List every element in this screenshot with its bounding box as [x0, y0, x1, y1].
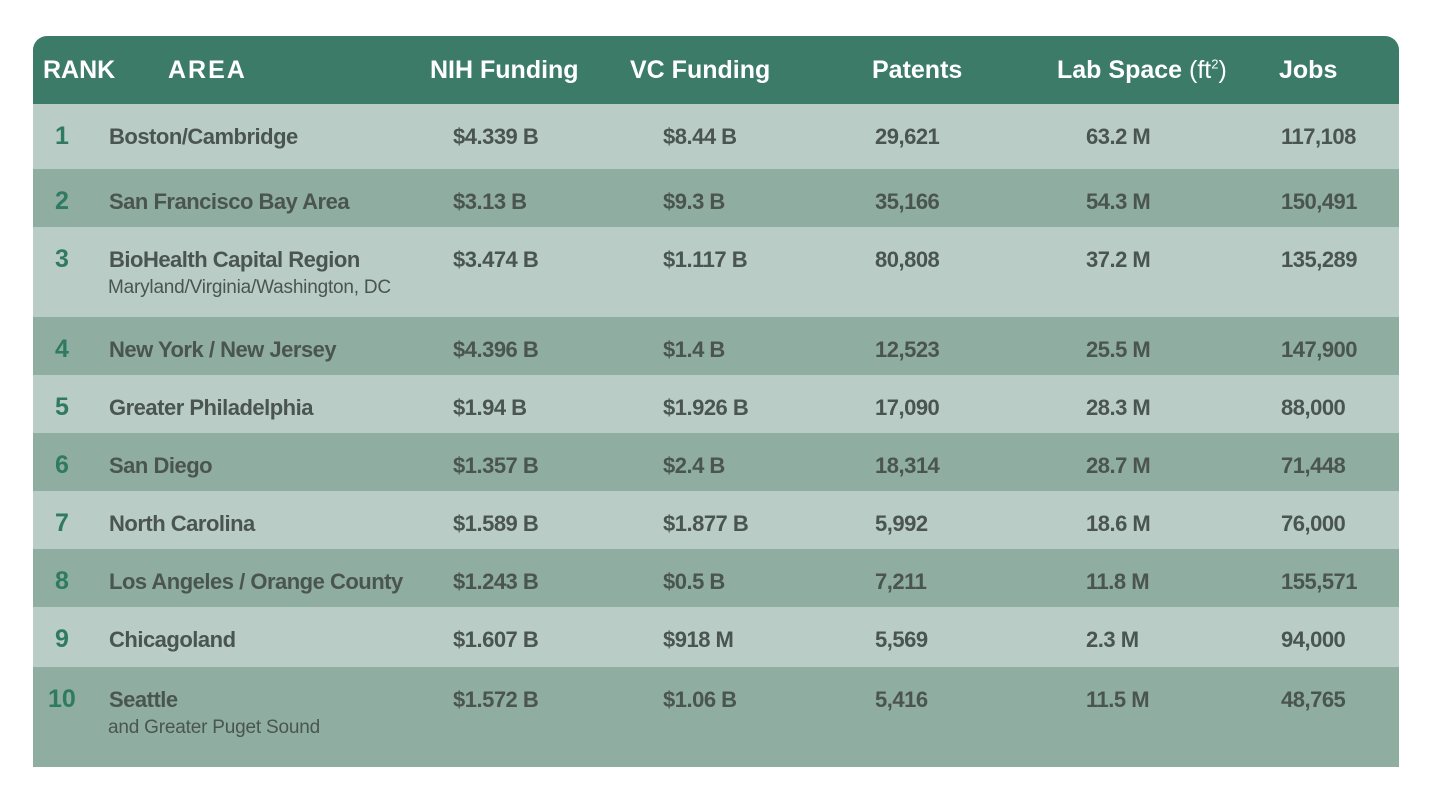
cell-jobs: 150,491: [1281, 189, 1358, 214]
cell-nih-funding: $4.396 B: [453, 337, 539, 362]
header-jobs: Jobs: [1279, 56, 1338, 84]
cell-vc-funding: $9.3 B: [663, 189, 725, 214]
table-row: 10 Seattle and Greater Puget Sound $1.572 B…: [33, 667, 1399, 767]
header-lab-space-unit: (ft: [1189, 56, 1212, 84]
table-header: RANK AREA NIH Funding VC Funding Patents…: [33, 36, 1399, 104]
cell-area: San Francisco Bay Area: [109, 189, 350, 214]
header-patents: Patents: [872, 56, 963, 84]
table-row: 3 BioHealth Capital Region Maryland/Virgin…: [33, 227, 1399, 317]
cell-rank: 3: [55, 245, 69, 273]
cell-patents: 5,992: [875, 511, 928, 536]
rankings-table: RANK AREA NIH Funding VC Funding Patents…: [33, 36, 1399, 767]
table-row: 9 Chicagoland $1.607 B $918 M 5,569 2.3 M 94,0…: [33, 607, 1399, 667]
cell-rank: 9: [55, 625, 69, 653]
cell-jobs: 155,571: [1281, 569, 1358, 594]
header-lab-space: Lab Space (ft2): [1057, 56, 1227, 85]
table-row: 6 San Diego $1.357 B $2.4 B 18,314 28.7 M 71,4…: [33, 433, 1399, 491]
header-area: AREA: [168, 56, 247, 84]
header-vc-funding: VC Funding: [630, 56, 771, 84]
table-row: 7 North Carolina $1.589 B $1.877 B 5,992 18.6…: [33, 491, 1399, 549]
cell-area: Chicagoland: [109, 627, 236, 652]
cell-nih-funding: $4.339 B: [453, 124, 539, 149]
cell-patents: 18,314: [875, 453, 940, 478]
cell-vc-funding: $1.877 B: [663, 511, 749, 536]
cell-lab-space: 18.6 M: [1086, 511, 1151, 536]
cell-patents: 12,523: [875, 337, 940, 362]
cell-rank: 8: [55, 567, 69, 595]
cell-vc-funding: $1.4 B: [663, 337, 725, 362]
cell-rank: 7: [55, 509, 69, 537]
cell-vc-funding: $2.4 B: [663, 453, 725, 478]
cell-area-subtitle: Maryland/Virginia/Washington, DC: [108, 277, 391, 298]
cell-vc-funding: $918 M: [663, 627, 734, 652]
cell-patents: 80,808: [875, 247, 940, 272]
cell-rank: 4: [55, 335, 69, 363]
cell-area: Boston/Cambridge: [109, 124, 298, 149]
cell-rank: 1: [55, 122, 69, 150]
cell-rank: 6: [55, 451, 69, 479]
cell-rank: 10: [48, 685, 76, 713]
cell-jobs: 147,900: [1281, 337, 1358, 362]
cell-area-subtitle: and Greater Puget Sound: [108, 717, 320, 738]
table-row: 4 New York / New Jersey $4.396 B $1.4 B 12,5…: [33, 317, 1399, 375]
cell-lab-space: 11.5 M: [1086, 687, 1150, 712]
cell-area: BioHealth Capital Region: [109, 247, 360, 272]
cell-patents: 35,166: [875, 189, 940, 214]
header-lab-space-exp: 2: [1211, 56, 1219, 72]
cell-nih-funding: $3.13 B: [453, 189, 527, 214]
cell-area: Los Angeles / Orange County: [109, 569, 403, 594]
table-row: 1 Boston/Cambridge $4.339 B $8.44 B 29,621 63…: [33, 104, 1399, 169]
cell-jobs: 48,765: [1281, 687, 1346, 712]
cell-nih-funding: $3.474 B: [453, 247, 539, 272]
cell-vc-funding: $1.926 B: [663, 395, 749, 420]
header-nih-funding: NIH Funding: [430, 56, 579, 84]
cell-nih-funding: $1.589 B: [453, 511, 539, 536]
cell-rank: 5: [55, 393, 69, 421]
header-lab-space-close: ): [1218, 56, 1227, 84]
cell-lab-space: 2.3 M: [1086, 627, 1139, 652]
table-row: 2 San Francisco Bay Area $3.13 B $9.3 B 35,1…: [33, 169, 1399, 227]
cell-lab-space: 11.8 M: [1086, 569, 1150, 594]
cell-jobs: 76,000: [1281, 511, 1346, 536]
cell-jobs: 94,000: [1281, 627, 1346, 652]
header-lab-space-label: Lab Space: [1057, 56, 1183, 84]
cell-area: Greater Philadelphia: [109, 395, 313, 420]
cell-jobs: 71,448: [1281, 453, 1346, 478]
cell-nih-funding: $1.572 B: [453, 687, 539, 712]
cell-vc-funding: $1.117 B: [663, 247, 748, 272]
cell-jobs: 117,108: [1281, 124, 1356, 149]
cell-lab-space: 63.2 M: [1086, 124, 1151, 149]
cell-patents: 5,569: [875, 627, 928, 652]
cell-lab-space: 25.5 M: [1086, 337, 1151, 362]
cell-area: Seattle: [109, 687, 178, 712]
cell-patents: 17,090: [875, 395, 940, 420]
cell-patents: 7,211: [875, 569, 927, 594]
cell-vc-funding: $1.06 B: [663, 687, 737, 712]
table-row: 8 Los Angeles / Orange County $1.243 B $0.5…: [33, 549, 1399, 607]
header-rank: RANK: [43, 56, 116, 84]
table-row: 5 Greater Philadelphia $1.94 B $1.926 B 17,0…: [33, 375, 1399, 433]
cell-area: New York / New Jersey: [109, 337, 337, 362]
cell-lab-space: 28.7 M: [1086, 453, 1151, 478]
cell-jobs: 88,000: [1281, 395, 1346, 420]
cell-nih-funding: $1.357 B: [453, 453, 539, 478]
cell-nih-funding: $1.94 B: [453, 395, 527, 420]
cell-area: North Carolina: [109, 511, 255, 536]
cell-jobs: 135,289: [1281, 247, 1358, 272]
cell-rank: 2: [55, 187, 69, 215]
cell-lab-space: 28.3 M: [1086, 395, 1151, 420]
cell-lab-space: 37.2 M: [1086, 247, 1151, 272]
cell-patents: 5,416: [875, 687, 928, 712]
cell-patents: 29,621: [875, 124, 940, 149]
cell-lab-space: 54.3 M: [1086, 189, 1151, 214]
cell-vc-funding: $0.5 B: [663, 569, 725, 594]
cell-nih-funding: $1.607 B: [453, 627, 539, 652]
cell-nih-funding: $1.243 B: [453, 569, 539, 594]
cell-area: San Diego: [109, 453, 213, 478]
cell-vc-funding: $8.44 B: [663, 124, 737, 149]
